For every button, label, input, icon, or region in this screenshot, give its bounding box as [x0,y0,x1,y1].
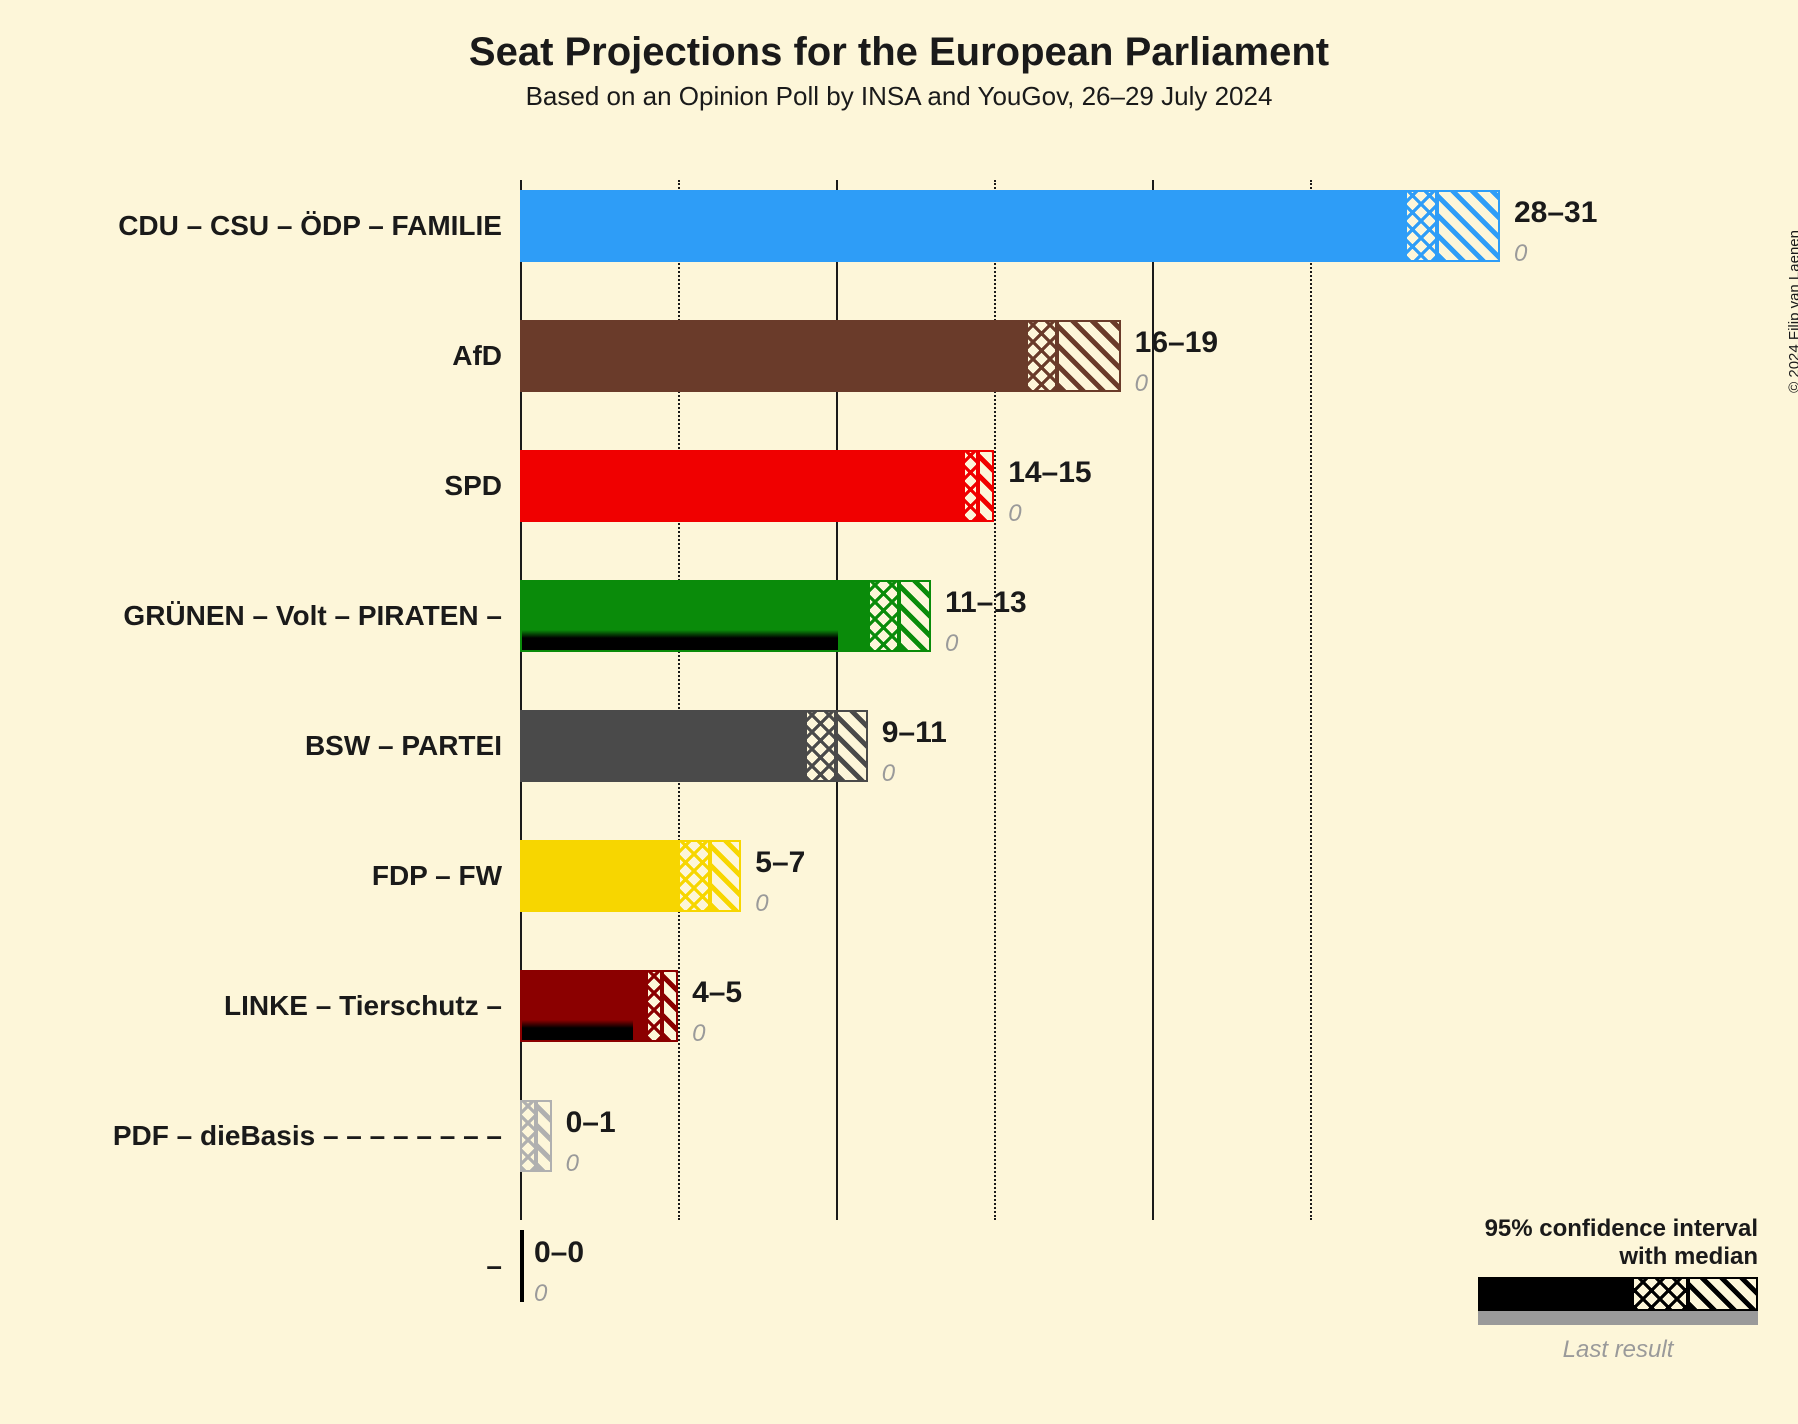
bar-secondary [522,630,838,650]
bar-crosshatch [520,1100,536,1172]
chart-title: Seat Projections for the European Parlia… [0,30,1798,75]
bar-crosshatch [1026,320,1058,392]
value-label: 11–13 [945,586,1027,620]
bar-diagonal [836,710,868,782]
bar-row: FDP – FW5–70 [520,840,1500,912]
last-result-label: 0 [1514,240,1527,268]
bar-row: GRÜNEN – Volt – PIRATEN –11–130 [520,580,1500,652]
legend-line2: with median [1478,1243,1758,1271]
bar-row: SPD14–150 [520,450,1500,522]
last-result-label: 0 [945,630,958,658]
value-label: 14–15 [1008,456,1091,490]
last-result-label: 0 [566,1150,579,1178]
bar-diagonal [1057,320,1120,392]
bar-diagonal [1437,190,1500,262]
party-label: PDF – dieBasis – – – – – – – – [113,1120,520,1152]
bar-solid [520,190,1405,262]
bar-solid [520,840,678,912]
bar-row: CDU – CSU – ÖDP – FAMILIE28–310 [520,190,1500,262]
value-label: 28–31 [1514,196,1597,230]
bar-diagonal [899,580,931,652]
bar-crosshatch [868,580,900,652]
bar-crosshatch [805,710,837,782]
bar-solid [520,320,1026,392]
party-label: – [486,1250,520,1282]
value-label: 9–11 [882,716,947,750]
bar-row: PDF – dieBasis – – – – – – – –0–10 [520,1100,1500,1172]
bar-diagonal [662,970,678,1042]
value-label: 5–7 [755,846,805,880]
bar-solid [520,450,963,522]
bar-crosshatch [646,970,662,1042]
bar-row: –0–00 [520,1230,1500,1302]
last-result-label: 0 [882,760,895,788]
value-label: 0–1 [566,1106,616,1140]
party-label: GRÜNEN – Volt – PIRATEN – [123,600,520,632]
bar-solid [520,1230,524,1302]
last-result-label: 0 [755,890,768,918]
bar-diagonal [710,840,742,912]
legend: 95% confidence intervalwith median Last r… [1478,1215,1758,1364]
party-label: SPD [444,470,520,502]
last-result-label: 0 [534,1280,547,1308]
party-label: CDU – CSU – ÖDP – FAMILIE [118,210,520,242]
bar-diagonal [978,450,994,522]
party-label: LINKE – Tierschutz – [224,990,520,1022]
value-label: 4–5 [692,976,742,1010]
last-result-label: 0 [1008,500,1021,528]
chart-plot-area: CDU – CSU – ÖDP – FAMILIE28–310 AfD16–190… [520,180,1500,1220]
chart-subtitle: Based on an Opinion Poll by INSA and You… [0,81,1798,112]
bar-row: AfD16–190 [520,320,1500,392]
last-result-label: 0 [1135,370,1148,398]
last-result-label: 0 [692,1020,705,1048]
bar-row: LINKE – Tierschutz –4–50 [520,970,1500,1042]
value-label: 16–19 [1135,326,1218,360]
bar-secondary [522,1020,633,1040]
bar-row: BSW – PARTEI9–110 [520,710,1500,782]
bar-crosshatch [678,840,710,912]
legend-bar [1478,1277,1758,1327]
party-label: AfD [452,340,520,372]
bar-crosshatch [963,450,979,522]
party-label: BSW – PARTEI [305,730,520,762]
bar-crosshatch [1405,190,1437,262]
bar-solid [520,710,805,782]
legend-last-label: Last result [1478,1336,1758,1364]
bar-diagonal [536,1100,552,1172]
value-label: 0–0 [534,1236,584,1270]
legend-line1: 95% confidence interval [1478,1215,1758,1243]
party-label: FDP – FW [372,860,520,892]
copyright-text: © 2024 Filip van Laenen [1786,230,1798,393]
